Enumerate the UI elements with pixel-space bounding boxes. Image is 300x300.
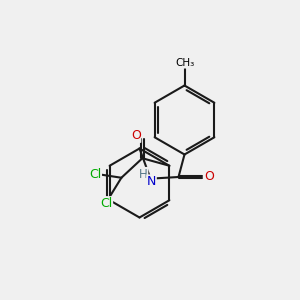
Text: N: N (147, 175, 156, 188)
Text: CH₃: CH₃ (175, 58, 194, 68)
Text: Cl: Cl (100, 197, 112, 210)
Text: O: O (131, 129, 141, 142)
Text: Cl: Cl (89, 168, 101, 181)
Text: H: H (139, 167, 148, 181)
Text: O: O (204, 170, 214, 184)
